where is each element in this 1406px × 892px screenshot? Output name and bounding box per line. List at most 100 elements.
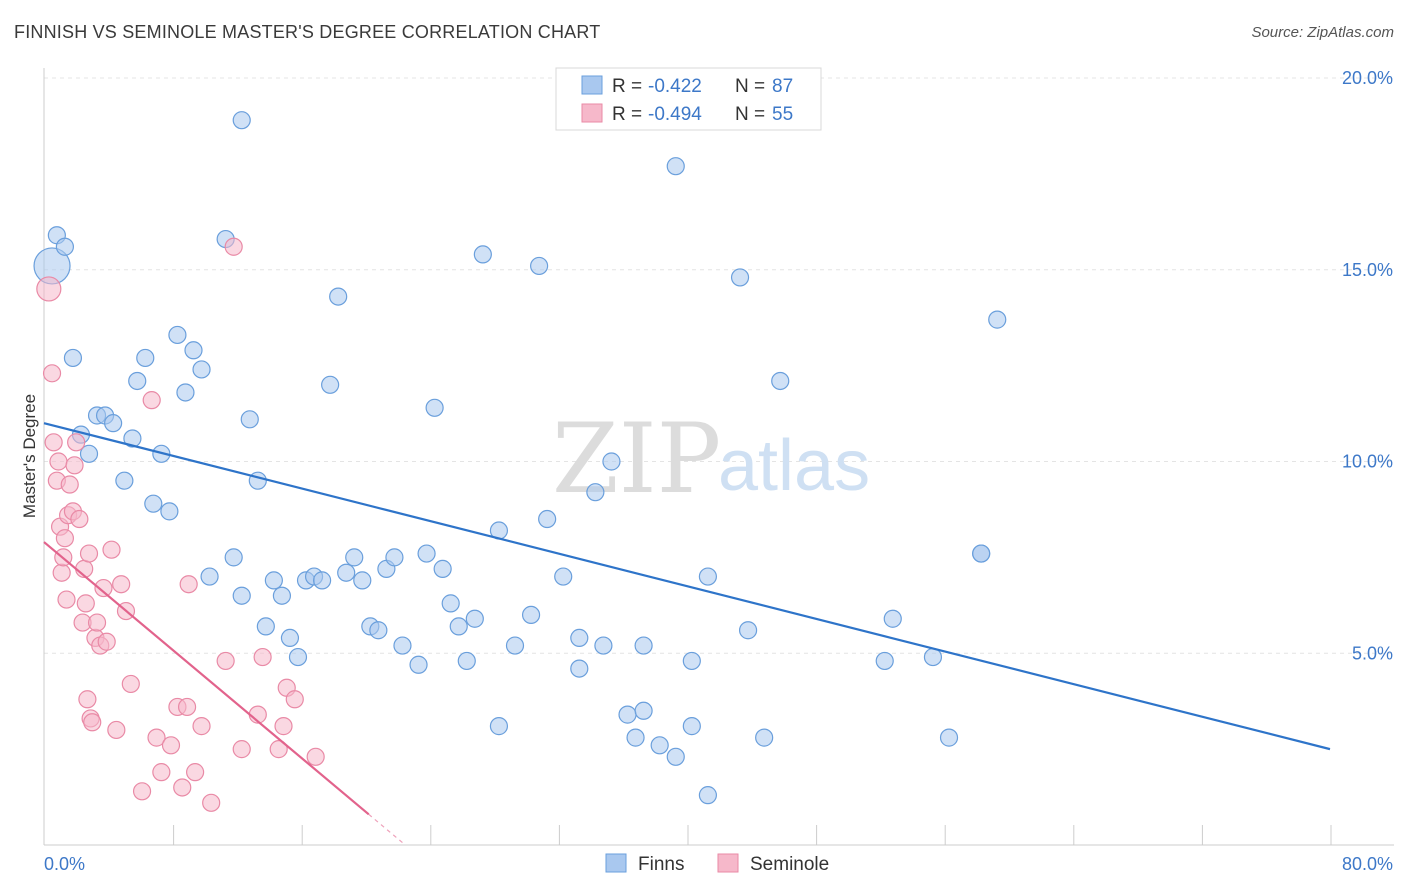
data-point [306,747,325,766]
series-finns [33,111,1007,805]
data-point [144,494,163,513]
chart-title: FINNISH VS SEMINOLE MASTER'S DEGREE CORR… [14,22,601,42]
y-tick-label: 5.0% [1352,643,1393,663]
data-point [353,571,372,590]
data-point [369,621,388,640]
data-point [63,348,83,368]
data-point [883,609,902,628]
source-label: Source: ZipAtlas.com [1251,24,1394,41]
data-point [224,237,243,256]
data-point [83,713,102,732]
watermark-atlas: atlas [718,426,870,506]
data-point [489,717,509,736]
data-point [594,636,613,655]
data-point [457,651,476,671]
data-point [755,728,774,747]
legend-n-label: N = [735,76,765,97]
data-point [972,544,991,563]
data-point [132,782,152,801]
data-point [988,310,1007,329]
data-point [554,567,573,586]
data-point [521,605,541,625]
data-point [128,371,147,391]
data-point [232,586,251,605]
data-point [425,398,444,417]
data-point [115,471,134,490]
data-point [94,578,113,598]
data-point [345,548,364,567]
legend-box: R = -0.422 N = 87 R = -0.494 N = 55 [555,67,822,131]
data-point [192,717,211,736]
data-point [698,786,717,805]
data-point [240,410,259,429]
data-point [44,433,63,452]
trend-lines [43,422,1331,846]
data-point [55,237,74,256]
data-point [586,483,605,502]
data-point [409,655,428,674]
data-point [329,287,348,306]
data-point [771,371,790,391]
bottom-legend-swatch-finns [605,853,627,873]
legend-n-label: N = [735,104,765,125]
data-point [52,563,71,582]
data-point [104,414,123,433]
data-point [161,736,181,755]
y-tick-label: 10.0% [1342,452,1393,472]
data-point [136,348,155,368]
data-point [152,763,171,782]
data-point [200,567,219,586]
data-point [49,452,68,471]
data-point [923,647,943,667]
data-point [417,544,436,563]
data-point [147,728,166,747]
series-seminole [36,237,325,812]
data-point [875,651,894,671]
data-points [33,111,1007,812]
y-axis-title: Master's Degree [20,394,39,518]
data-point [224,548,243,567]
legend-r-value: -0.494 [648,104,702,125]
data-point [285,690,304,709]
data-point [682,651,701,671]
data-point [730,268,750,287]
legend-n-value: 87 [772,76,793,97]
data-point [121,674,140,694]
data-point [79,544,99,563]
data-point [274,717,293,736]
data-point [288,647,308,667]
data-point [173,778,192,797]
data-point [55,529,74,548]
watermark: ZIP atlas [552,403,870,515]
y-tick-label: 20.0% [1342,68,1393,88]
bottom-legend-seminole: Seminole [750,854,829,875]
x-tick-label: 0.0% [44,854,85,874]
legend-r-label: R = [612,104,642,125]
data-point [618,705,637,724]
data-point [530,256,549,276]
data-point [70,509,89,529]
data-point [312,571,332,590]
data-point [142,391,161,410]
data-point [57,590,76,609]
data-point [682,717,701,736]
data-point [160,502,179,521]
data-point [393,636,412,655]
data-point [256,617,275,636]
data-point [176,383,195,402]
y-tick-label: 15.0% [1342,260,1393,280]
data-point [202,793,221,812]
data-point [36,276,62,302]
data-point [179,575,198,594]
data-point [76,594,95,613]
legend-swatch-seminole [581,103,603,123]
data-point [650,736,669,755]
data-point [42,364,62,383]
data-point [168,325,187,345]
data-point [280,628,300,648]
data-point [269,740,288,759]
data-point [87,613,107,632]
data-point [232,111,251,130]
data-point [192,360,211,379]
data-point [538,509,557,529]
